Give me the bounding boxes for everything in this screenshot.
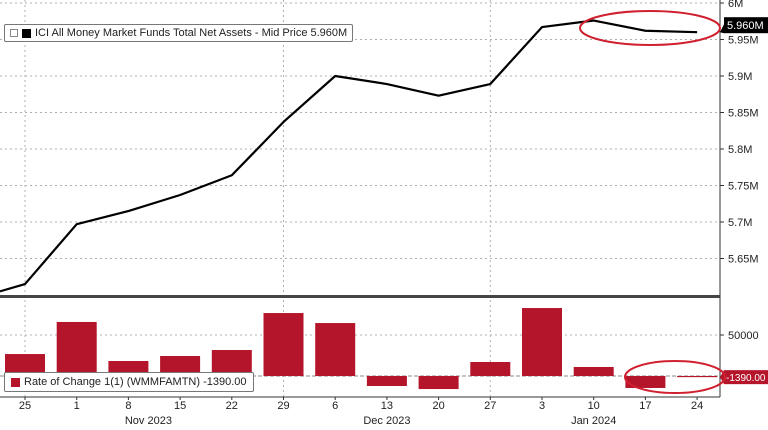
x-tick-label: 29 xyxy=(277,400,289,412)
y-tick-label: 5.95M xyxy=(728,35,759,47)
x-tick-label: 24 xyxy=(691,400,703,412)
x-tick-label: 6 xyxy=(332,400,338,412)
bar xyxy=(264,313,304,376)
bar xyxy=(522,308,562,376)
y-tick-label: 5.8M xyxy=(728,144,752,156)
x-tick-label: 10 xyxy=(588,400,600,412)
bar xyxy=(367,376,407,386)
line-legend[interactable]: ICI All Money Market Funds Total Net Ass… xyxy=(4,24,353,42)
panel-divider xyxy=(0,295,720,298)
x-tick-label: 25 xyxy=(19,400,31,412)
bar-legend-label: Rate of Change 1(1) (WMMFAMTN) -1390.00 xyxy=(24,376,247,388)
bar-legend-swatch xyxy=(11,378,20,387)
line-legend-swatch xyxy=(22,29,31,38)
last-bar-label: -1390.00 xyxy=(726,373,766,384)
x-tick-label: 1 xyxy=(74,400,80,412)
x-tick-label: 22 xyxy=(226,400,238,412)
bar-legend[interactable]: Rate of Change 1(1) (WMMFAMTN) -1390.00 xyxy=(4,372,254,392)
bar xyxy=(315,323,355,376)
x-tick-label: 3 xyxy=(539,400,545,412)
y-tick-label: 5.9M xyxy=(728,71,752,83)
y-tick-label: 6M xyxy=(728,0,743,10)
bar xyxy=(677,376,717,377)
month-label: Nov 2023 xyxy=(125,415,172,425)
expand-icon[interactable] xyxy=(10,29,18,37)
series-line xyxy=(0,21,697,292)
x-tick-label: 13 xyxy=(381,400,393,412)
bar xyxy=(470,362,510,376)
y-tick-label: 5.7M xyxy=(728,217,752,229)
x-tick-label: 15 xyxy=(174,400,186,412)
month-label: Jan 2024 xyxy=(571,415,616,425)
bar xyxy=(625,376,665,388)
y-tick-label: 5.75M xyxy=(728,181,759,193)
line-legend-label: ICI All Money Market Funds Total Net Ass… xyxy=(35,27,347,39)
bar xyxy=(419,376,459,389)
x-tick-label: 27 xyxy=(484,400,496,412)
x-tick-label: 17 xyxy=(639,400,651,412)
last-value-label: 5.960M xyxy=(727,20,764,32)
month-label: Dec 2023 xyxy=(363,415,410,425)
bar xyxy=(57,322,97,376)
y-tick-label: 5.85M xyxy=(728,108,759,120)
y-tick-label: 50000 xyxy=(728,330,759,342)
bar xyxy=(574,367,614,376)
y-tick-label: 5.65M xyxy=(728,254,759,266)
x-tick-label: 8 xyxy=(125,400,131,412)
x-tick-label: 20 xyxy=(432,400,444,412)
